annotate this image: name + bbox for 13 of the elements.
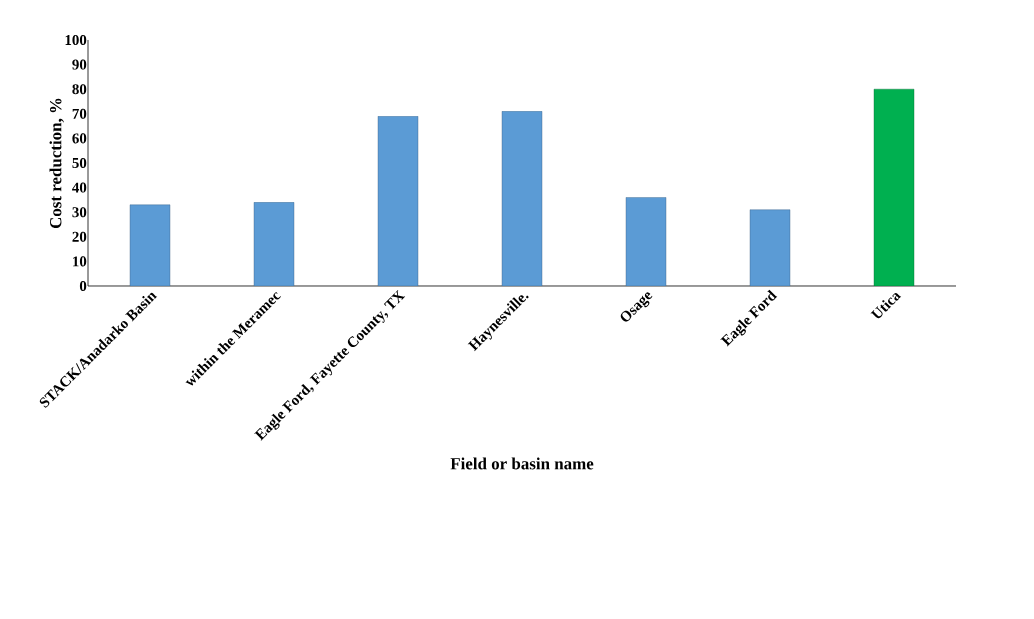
- y-tick-label: 80: [72, 84, 87, 95]
- y-tick-label: 50: [72, 157, 87, 169]
- y-tick-label: 100: [65, 34, 87, 46]
- y-tick-label: 60: [72, 133, 87, 144]
- y-tick-label: 10: [73, 256, 87, 267]
- y-tick-label: 90: [72, 59, 87, 70]
- x-axis-title: Field or basin name: [450, 457, 594, 470]
- y-tick-label: 20: [72, 231, 87, 242]
- y-tick-label: 70: [72, 108, 87, 119]
- y-axis-title: Cost reduction, %: [49, 98, 64, 229]
- y-tick-label: 40: [72, 182, 87, 193]
- y-tick-label: 0: [79, 280, 87, 292]
- y-tick-label: 30: [72, 207, 87, 218]
